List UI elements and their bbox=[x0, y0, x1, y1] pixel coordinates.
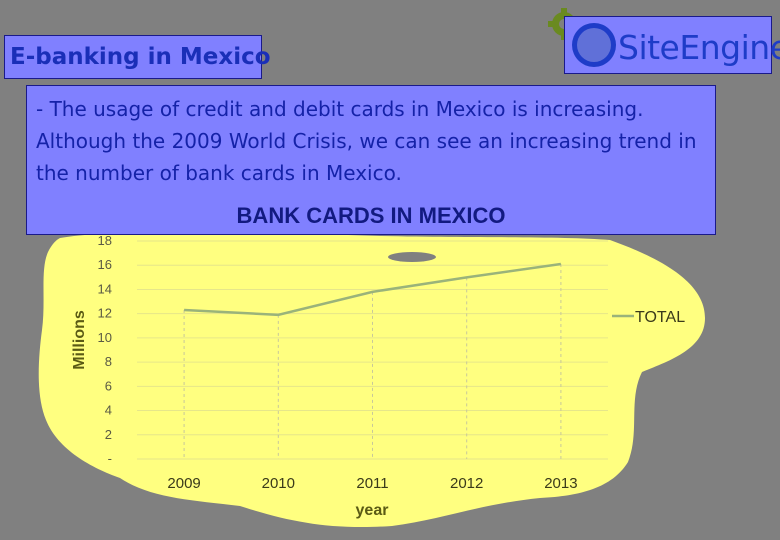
page-title: E-banking in Mexico bbox=[4, 35, 271, 79]
x-tick-label: 2012 bbox=[450, 475, 483, 492]
x-tick-label: 2009 bbox=[167, 475, 200, 492]
chart-background bbox=[38, 231, 706, 528]
x-tick-label: 2011 bbox=[356, 475, 388, 492]
series-line-total bbox=[184, 262, 562, 317]
y-tick-label: 18 bbox=[98, 233, 112, 248]
y-tick-label: 14 bbox=[98, 281, 112, 296]
y-tick-label: 12 bbox=[98, 306, 112, 321]
y-tick-label: - bbox=[108, 451, 112, 466]
description-panel: - The usage of credit and debit cards in… bbox=[26, 85, 716, 235]
y-tick-label: 10 bbox=[98, 330, 112, 345]
x-axis-label: year bbox=[356, 502, 389, 519]
x-tick-label: 2013 bbox=[544, 475, 577, 492]
x-tick-label: 2010 bbox=[262, 475, 295, 492]
logo-panel bbox=[564, 16, 772, 74]
legend: TOTAL bbox=[612, 309, 685, 326]
chart-title: BANK CARDS IN MEXICO bbox=[236, 203, 506, 228]
site-logo[interactable]: SiteEngine bbox=[548, 8, 780, 74]
y-axis-label: Millions bbox=[71, 310, 88, 370]
y-tick-label: 8 bbox=[105, 354, 112, 369]
logo-circle-icon bbox=[572, 23, 616, 67]
y-tick-label: 2 bbox=[105, 427, 112, 442]
description-text: - The usage of credit and debit cards in… bbox=[36, 97, 697, 185]
legend-label-total: TOTAL bbox=[635, 309, 685, 326]
logo-text: SiteEngine bbox=[618, 28, 780, 67]
y-tick-label: 4 bbox=[105, 403, 112, 418]
y-tick-label: 16 bbox=[98, 257, 112, 272]
chart-background-hole bbox=[388, 252, 436, 262]
y-tick-label: 6 bbox=[105, 378, 112, 393]
